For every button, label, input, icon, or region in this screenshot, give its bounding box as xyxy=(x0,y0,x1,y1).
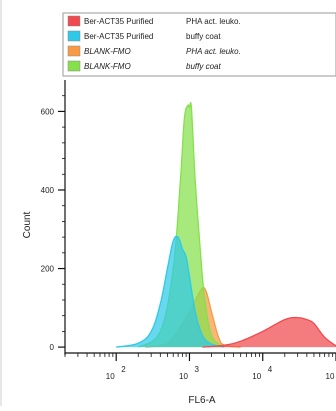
series-area-3 xyxy=(202,317,336,348)
legend-antibody: BLANK-FMO xyxy=(84,62,131,71)
x-tick-base: 10 xyxy=(179,372,188,381)
plot-area xyxy=(116,101,336,348)
legend-swatch xyxy=(67,60,81,72)
legend-entry: Ber-ACT35 Purified PHA act. leuko. xyxy=(67,15,241,27)
x-tick-label: 10 2 xyxy=(106,365,126,381)
legend-entry: Ber-ACT35 Purified buffy coat xyxy=(67,30,221,42)
legend-box xyxy=(62,12,336,77)
legend-antibody: BLANK-FMO xyxy=(84,47,131,56)
x-tick-exponent: 3 xyxy=(194,365,199,374)
x-tick-base: 10 xyxy=(326,372,335,381)
y-tick-label: 600 xyxy=(41,107,55,116)
legend-entry: BLANK-FMO PHA act. leuko. xyxy=(67,45,241,57)
series-area-2 xyxy=(116,236,225,348)
x-tick-label: 10 4 xyxy=(252,365,272,381)
x-tick-label: 105 xyxy=(326,372,335,381)
y-tick-label: 400 xyxy=(41,186,55,195)
legend-entry: BLANK-FMO buffy coat xyxy=(67,60,221,72)
legend-sample: PHA act. leuko. xyxy=(186,47,241,56)
y-axis-label: Count xyxy=(22,211,33,238)
x-tick-base: 10 xyxy=(106,372,115,381)
y-tick-label: 200 xyxy=(41,265,55,274)
x-tick-base: 10 xyxy=(252,372,261,381)
series-line-2 xyxy=(116,235,225,348)
x-tick-exponent: 4 xyxy=(268,365,273,374)
legend-antibody: Ber-ACT35 Purified xyxy=(84,32,153,41)
x-tick-exponent: 2 xyxy=(121,365,126,374)
legend-antibody: Ber-ACT35 Purified xyxy=(84,17,153,26)
y-tick-label: 0 xyxy=(50,343,55,352)
legend-swatch xyxy=(67,15,81,27)
x-axis-label: FL6-A xyxy=(188,395,216,406)
axes: 0200400600102103104105106 xyxy=(41,80,336,381)
legend-sample: PHA act. leuko. xyxy=(186,17,241,26)
legend-sample: buffy coat xyxy=(186,32,221,41)
legend-sample: buffy coat xyxy=(186,62,221,71)
legend-swatch xyxy=(67,45,81,57)
series-line-3 xyxy=(202,316,336,348)
legend-swatch xyxy=(67,30,81,42)
x-tick-label: 10 3 xyxy=(179,365,199,381)
legend: Ber-ACT35 Purified PHA act. leuko. Ber-A… xyxy=(62,12,336,77)
